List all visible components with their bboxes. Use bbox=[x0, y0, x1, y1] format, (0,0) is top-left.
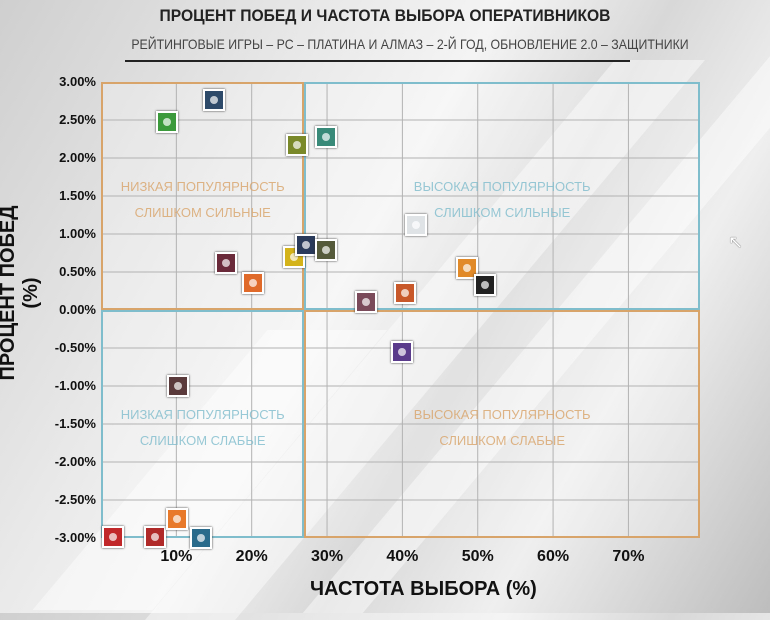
x-tick-label: 60% bbox=[537, 548, 570, 565]
operator-icon bbox=[394, 282, 417, 305]
y-tick-label: 1.00% bbox=[59, 226, 96, 241]
y-tick-label: -2.00% bbox=[54, 454, 96, 469]
plot-area: НИЗКАЯ ПОПУЛЯРНОСТЬ СЛИШКОМ СИЛЬНЫЕ ВЫСО… bbox=[101, 82, 700, 549]
y-tick-label: -1.50% bbox=[54, 416, 96, 431]
operator-icon bbox=[203, 89, 226, 112]
operator-icon bbox=[404, 213, 427, 236]
mouse-cursor-icon: ↖ bbox=[728, 232, 744, 252]
y-tick-label: -0.50% bbox=[54, 340, 96, 355]
quadrant-bottom-right: ВЫСОКАЯ ПОПУЛЯРНОСТЬ СЛИШКОМ СЛАБЫЕ bbox=[304, 310, 700, 538]
x-axis-label: ЧАСТОТА ВЫБОРА (%) bbox=[310, 578, 537, 600]
quadrant-top-left: НИЗКАЯ ПОПУЛЯРНОСТЬ СЛИШКОМ СИЛЬНЫЕ bbox=[101, 82, 305, 310]
y-tick-label: -3.00% bbox=[54, 530, 96, 545]
quadrant-top-right: ВЫСОКАЯ ПОПУЛЯРНОСТЬ СЛИШКОМ СИЛЬНЫЕ bbox=[304, 82, 700, 310]
title-divider bbox=[125, 60, 630, 62]
y-tick-label: 3.00% bbox=[59, 74, 96, 89]
y-tick-label: 2.50% bbox=[59, 112, 96, 127]
y-tick-label: 0.50% bbox=[59, 264, 96, 279]
y-tick-label: 0.00% bbox=[59, 302, 96, 317]
operator-icon bbox=[355, 290, 378, 313]
quadrant-bottom-left: НИЗКАЯ ПОПУЛЯРНОСТЬ СЛИШКОМ СЛАБЫЕ bbox=[101, 310, 305, 538]
operator-icon bbox=[190, 527, 213, 549]
quadrant-line: СЛИШКОМ СЛАБЫЕ bbox=[139, 433, 266, 448]
operator-icon bbox=[315, 238, 338, 261]
quadrant-label: ВЫСОКАЯ ПОПУЛЯРНОСТЬ СЛИШКОМ СЛАБЫЕ bbox=[306, 402, 698, 454]
quadrant-label: НИЗКАЯ ПОПУЛЯРНОСТЬ СЛИШКОМ СЛАБЫЕ bbox=[103, 402, 302, 454]
x-tick-label: 40% bbox=[386, 548, 419, 565]
quadrant-label: НИЗКАЯ ПОПУЛЯРНОСТЬ СЛИШКОМ СИЛЬНЫЕ bbox=[103, 174, 302, 226]
x-tick-label: 50% bbox=[461, 548, 494, 565]
operator-icon bbox=[102, 526, 125, 549]
operator-icon bbox=[242, 271, 265, 294]
x-tick-label: 10% bbox=[160, 548, 193, 565]
operator-icon bbox=[285, 134, 308, 157]
chart-title: ПРОЦЕНТ ПОБЕД И ЧАСТОТА ВЫБОРА ОПЕРАТИВН… bbox=[159, 6, 611, 25]
operator-icon bbox=[166, 375, 189, 397]
quadrant-line: НИЗКАЯ ПОПУЛЯРНОСТЬ bbox=[120, 407, 285, 422]
operator-icon bbox=[156, 111, 179, 134]
y-tick-label: -2.50% bbox=[54, 492, 96, 507]
y-axis-label: ПРОЦЕНТ ПОБЕД (%) bbox=[0, 205, 42, 381]
operator-icon bbox=[144, 526, 167, 549]
operator-icon bbox=[166, 508, 189, 530]
quadrant-line: СЛИШКОМ СИЛЬНЫЕ bbox=[434, 205, 571, 220]
quadrant-line: СЛИШКОМ СЛАБЫЕ bbox=[439, 433, 565, 448]
quadrant-line: СЛИШКОМ СИЛЬНЫЕ bbox=[134, 205, 271, 220]
quadrant-line: ВЫСОКАЯ ПОПУЛЯРНОСТЬ bbox=[413, 407, 591, 422]
y-tick-label: 1.50% bbox=[59, 188, 96, 203]
operator-icon bbox=[391, 340, 414, 363]
x-tick-label: 70% bbox=[612, 548, 645, 565]
x-tick-label: 20% bbox=[235, 548, 268, 565]
operator-icon bbox=[315, 125, 338, 148]
x-tick-label: 30% bbox=[311, 548, 344, 565]
operator-icon bbox=[456, 257, 479, 280]
y-tick-label: 2.00% bbox=[59, 150, 96, 165]
chart-subtitle: РЕЙТИНГОВЫЕ ИГРЫ – PC – ПЛАТИНА И АЛМАЗ … bbox=[131, 36, 689, 52]
quadrant-line: НИЗКАЯ ПОПУЛЯРНОСТЬ bbox=[120, 179, 285, 194]
operator-icon bbox=[474, 273, 497, 296]
y-tick-label: -1.00% bbox=[54, 378, 96, 393]
operator-icon bbox=[294, 233, 317, 256]
operator-icon bbox=[215, 251, 238, 274]
quadrant-label: ВЫСОКАЯ ПОПУЛЯРНОСТЬ СЛИШКОМ СИЛЬНЫЕ bbox=[306, 174, 698, 226]
quadrant-line: ВЫСОКАЯ ПОПУЛЯРНОСТЬ bbox=[413, 179, 591, 194]
